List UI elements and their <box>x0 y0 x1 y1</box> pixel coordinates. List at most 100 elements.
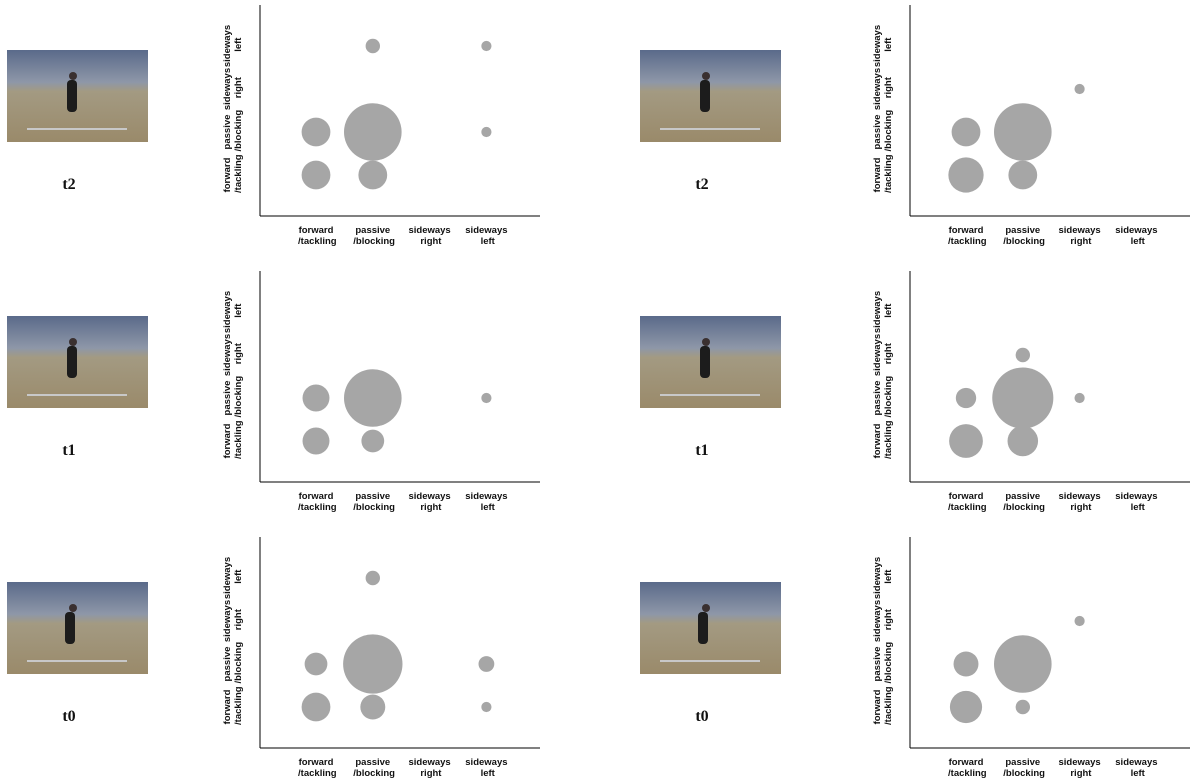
x-tick-label: sideways right <box>408 225 450 247</box>
y-tick-label: sideways right <box>872 600 894 642</box>
y-tick-label: passive /blocking <box>222 376 244 421</box>
bubble <box>305 653 328 676</box>
y-tick-label: sideways right <box>222 68 244 110</box>
bubble <box>366 39 380 53</box>
y-tick-label: sideways left <box>222 557 244 599</box>
x-tick-label: forward /tackling <box>945 757 986 779</box>
y-tick-label-group: passive /blocking <box>222 642 244 687</box>
bubble <box>954 652 979 677</box>
bubble <box>360 695 385 720</box>
frame-label: t0 <box>62 708 75 725</box>
y-tick-label-group: sideways left <box>872 557 894 599</box>
x-tick-label: sideways left <box>1115 491 1157 513</box>
bubble <box>302 693 331 722</box>
bubble <box>481 41 491 51</box>
bubble <box>1075 616 1085 626</box>
y-tick-label-group: forward /tackling <box>872 420 894 461</box>
y-tick-label-group: sideways left <box>872 25 894 67</box>
player <box>700 346 710 378</box>
y-tick-label: passive /blocking <box>872 642 894 687</box>
x-tick-label: sideways left <box>1115 225 1157 247</box>
x-tick-label: sideways left <box>1115 757 1157 779</box>
y-tick-label: sideways right <box>222 600 244 642</box>
y-tick-label-group: sideways right <box>222 68 244 110</box>
bubble <box>303 428 330 455</box>
x-tick-label: passive /blocking <box>351 225 396 247</box>
y-tick-label-group: sideways left <box>222 291 244 333</box>
x-tick-label: sideways right <box>1058 225 1100 247</box>
player <box>65 612 75 644</box>
bubble <box>1008 426 1039 457</box>
y-tick-label: sideways left <box>872 25 894 67</box>
x-tick-label: forward /tackling <box>945 225 986 247</box>
frame-label: t1 <box>695 442 708 459</box>
y-tick-label: sideways right <box>222 334 244 376</box>
y-tick-label-group: sideways right <box>872 68 894 110</box>
frame-label: t2 <box>695 176 708 193</box>
x-tick-label: forward /tackling <box>295 491 336 513</box>
x-tick-label: sideways right <box>1058 757 1100 779</box>
bubble <box>1016 700 1030 714</box>
court-line <box>660 128 760 130</box>
frame-label: t0 <box>695 708 708 725</box>
x-tick-label: sideways right <box>408 757 450 779</box>
y-tick-label: sideways left <box>222 25 244 67</box>
y-tick-label: forward /tackling <box>872 154 894 195</box>
player-head <box>702 604 710 612</box>
y-tick-label: sideways right <box>872 68 894 110</box>
x-tick-label: sideways right <box>408 491 450 513</box>
y-tick-label-group: forward /tackling <box>222 420 244 461</box>
x-tick-label: forward /tackling <box>295 225 336 247</box>
court-line <box>27 128 127 130</box>
player-head <box>69 604 77 612</box>
court-line <box>27 660 127 662</box>
bubble <box>1016 348 1030 362</box>
x-tick-label: sideways right <box>1058 491 1100 513</box>
court-line <box>660 394 760 396</box>
bubble <box>358 161 387 190</box>
x-tick-label: passive /blocking <box>1001 225 1046 247</box>
bubble <box>303 385 330 412</box>
player-head <box>702 338 710 346</box>
player-head <box>702 72 710 80</box>
bubble <box>361 430 384 453</box>
y-tick-label-group: sideways left <box>222 557 244 599</box>
player <box>700 80 710 112</box>
bubble <box>994 103 1052 161</box>
x-tick-label: sideways left <box>465 757 507 779</box>
court-line <box>660 660 760 662</box>
player <box>698 612 708 644</box>
y-tick-label: forward /tackling <box>872 686 894 727</box>
figure: t2forward /tacklingpassive /blockingside… <box>0 0 1192 782</box>
bubble <box>1008 161 1037 190</box>
y-tick-label-group: passive /blocking <box>222 376 244 421</box>
bubble <box>481 127 491 137</box>
player-head <box>69 338 77 346</box>
y-tick-label: forward /tackling <box>222 686 244 727</box>
x-tick-label: passive /blocking <box>1001 491 1046 513</box>
x-tick-label: passive /blocking <box>351 491 396 513</box>
y-tick-label-group: forward /tackling <box>222 154 244 195</box>
y-tick-label-group: sideways right <box>872 600 894 642</box>
y-tick-label: passive /blocking <box>872 376 894 421</box>
x-tick-label: sideways left <box>465 491 507 513</box>
bubble <box>948 157 983 192</box>
y-tick-label: passive /blocking <box>872 110 894 155</box>
x-tick-label: passive /blocking <box>1001 757 1046 779</box>
y-tick-label-group: sideways right <box>222 600 244 642</box>
bubble <box>950 691 982 723</box>
bubble <box>344 369 402 427</box>
bubble <box>344 103 402 161</box>
court-line <box>27 394 127 396</box>
bubble <box>366 571 380 585</box>
y-tick-label: forward /tackling <box>222 420 244 461</box>
bubble <box>343 634 402 693</box>
y-tick-label: forward /tackling <box>872 420 894 461</box>
bubble <box>481 393 491 403</box>
bubble <box>949 424 983 458</box>
player-head <box>69 72 77 80</box>
x-tick-label: passive /blocking <box>351 757 396 779</box>
y-tick-label-group: sideways left <box>872 291 894 333</box>
y-tick-label: sideways left <box>872 291 894 333</box>
player <box>67 80 77 112</box>
